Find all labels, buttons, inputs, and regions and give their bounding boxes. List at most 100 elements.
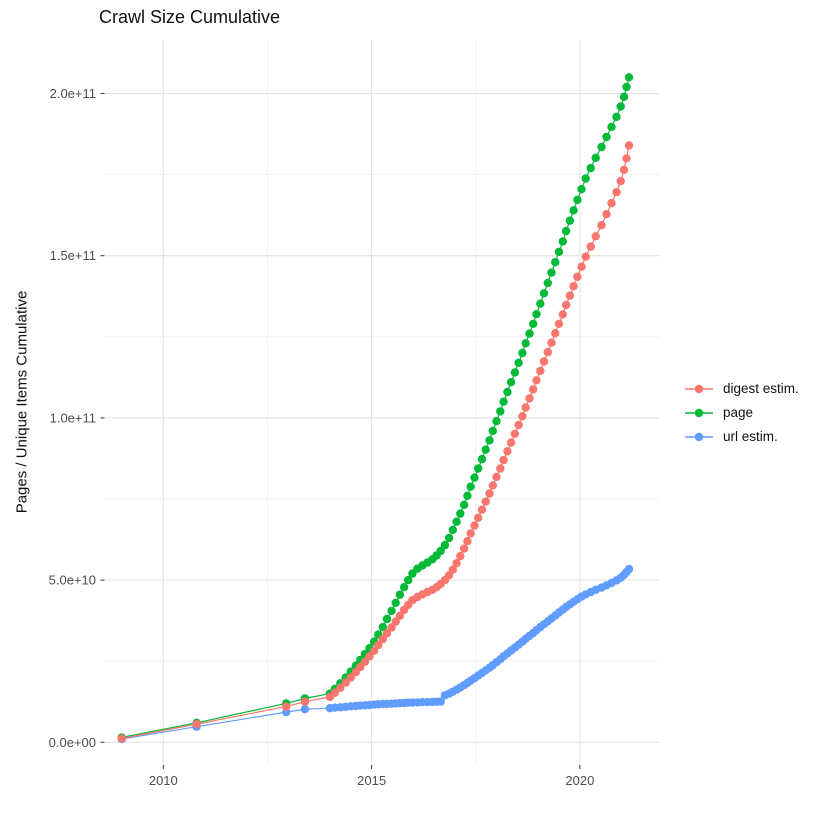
data-point bbox=[444, 533, 454, 543]
data-point bbox=[382, 629, 392, 638]
data-point bbox=[554, 247, 564, 256]
data-point bbox=[586, 163, 595, 173]
legend-key-digest-icon bbox=[685, 384, 713, 393]
data-point bbox=[459, 500, 469, 509]
data-point bbox=[569, 282, 578, 291]
data-point bbox=[602, 210, 611, 219]
data-point bbox=[365, 652, 374, 661]
data-point bbox=[558, 237, 567, 246]
data-point bbox=[463, 491, 472, 500]
data-point bbox=[470, 473, 479, 482]
data-point bbox=[492, 472, 501, 482]
data-point bbox=[510, 429, 520, 438]
data-point bbox=[378, 634, 387, 644]
data-point bbox=[607, 199, 616, 208]
data-point bbox=[539, 357, 549, 366]
data-point bbox=[577, 185, 586, 194]
data-point bbox=[529, 319, 538, 328]
data-point bbox=[496, 464, 505, 473]
data-point bbox=[282, 702, 291, 711]
data-point bbox=[591, 153, 600, 162]
data-point bbox=[565, 216, 575, 225]
data-point bbox=[510, 368, 520, 377]
legend-label-page: page bbox=[723, 405, 754, 420]
data-point bbox=[558, 310, 567, 319]
data-point bbox=[499, 455, 508, 465]
data-point bbox=[436, 546, 445, 556]
data-point bbox=[554, 319, 564, 328]
data-point bbox=[330, 688, 340, 697]
data-point bbox=[521, 403, 530, 412]
legend-label-url-estim: url estim. bbox=[723, 429, 778, 444]
data-point bbox=[514, 420, 523, 430]
data-point bbox=[466, 482, 475, 491]
data-point bbox=[481, 445, 490, 454]
data-point bbox=[503, 447, 512, 456]
data-point bbox=[496, 407, 505, 416]
data-point bbox=[470, 521, 479, 530]
data-point bbox=[624, 564, 634, 574]
data-point bbox=[499, 397, 508, 406]
legend-key-url-icon bbox=[685, 432, 713, 441]
data-point bbox=[436, 697, 445, 706]
data-point bbox=[452, 517, 461, 526]
data-point bbox=[452, 559, 461, 568]
data-point bbox=[543, 278, 552, 288]
data-point bbox=[300, 697, 310, 706]
data-point bbox=[474, 464, 483, 473]
data-point bbox=[581, 174, 590, 183]
data-point bbox=[525, 329, 534, 338]
data-point bbox=[506, 438, 516, 447]
data-point bbox=[474, 513, 483, 522]
data-point bbox=[518, 348, 527, 358]
legend-item-digest-estim: digest estim. bbox=[684, 381, 799, 396]
data-point bbox=[521, 339, 530, 348]
data-point bbox=[481, 497, 490, 506]
data-point bbox=[597, 221, 606, 230]
data-point bbox=[341, 678, 350, 687]
data-point bbox=[466, 529, 475, 538]
data-point bbox=[506, 378, 516, 387]
data-point bbox=[543, 347, 552, 357]
data-point bbox=[622, 154, 631, 163]
data-point bbox=[536, 366, 545, 376]
y-tick-label: 1.5e+11 bbox=[50, 248, 96, 263]
data-point bbox=[336, 683, 345, 692]
data-point bbox=[619, 92, 629, 102]
series-points-page bbox=[117, 73, 634, 742]
data-point bbox=[551, 258, 560, 267]
data-point bbox=[525, 394, 534, 403]
y-tick-label: 5.0e+10 bbox=[49, 573, 96, 588]
x-tick-label: 2015 bbox=[357, 773, 386, 788]
data-point bbox=[547, 268, 556, 277]
data-point bbox=[492, 417, 501, 426]
data-point bbox=[395, 590, 405, 599]
legend-label-digest-estim: digest estim. bbox=[723, 381, 799, 396]
data-point bbox=[488, 481, 497, 490]
series-points-url-estim bbox=[117, 564, 634, 744]
data-point bbox=[395, 611, 405, 620]
y-tick-label: 2.0e+11 bbox=[50, 86, 96, 101]
data-point bbox=[456, 509, 465, 518]
gridlines-major bbox=[105, 40, 659, 765]
data-point bbox=[624, 73, 634, 82]
data-point bbox=[597, 142, 606, 152]
data-point bbox=[399, 583, 409, 592]
data-point bbox=[391, 598, 400, 607]
data-point bbox=[532, 309, 541, 319]
data-point bbox=[619, 165, 629, 174]
data-point bbox=[561, 300, 571, 310]
data-point bbox=[573, 195, 582, 205]
data-point bbox=[607, 122, 616, 132]
data-point bbox=[346, 673, 355, 682]
data-point bbox=[624, 141, 634, 150]
data-point bbox=[532, 376, 541, 385]
data-point bbox=[581, 252, 590, 261]
data-point bbox=[514, 358, 523, 367]
data-point bbox=[391, 617, 400, 626]
data-point bbox=[456, 551, 465, 561]
data-point bbox=[577, 262, 586, 271]
chart-title: Crawl Size Cumulative bbox=[99, 7, 281, 27]
